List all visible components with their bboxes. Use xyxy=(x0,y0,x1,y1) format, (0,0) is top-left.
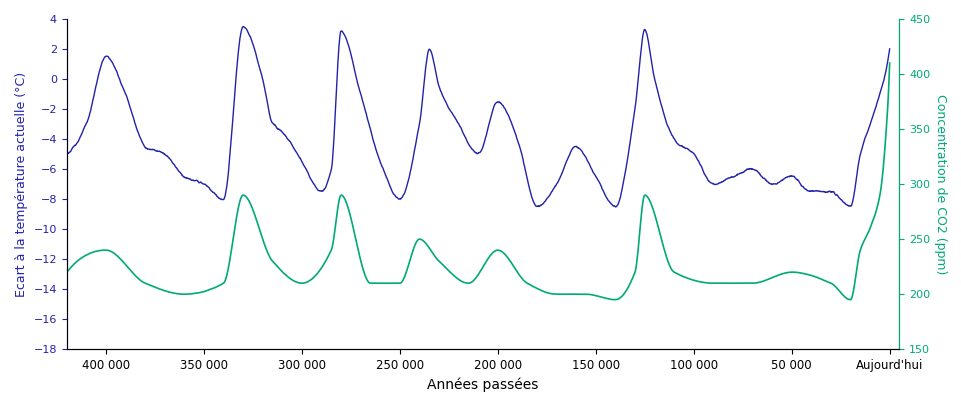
Y-axis label: Concentration de CO2 (ppm): Concentration de CO2 (ppm) xyxy=(933,94,946,274)
X-axis label: Années passées: Années passées xyxy=(427,378,538,392)
Y-axis label: Ecart à la température actuelle (°C): Ecart à la température actuelle (°C) xyxy=(15,72,28,297)
